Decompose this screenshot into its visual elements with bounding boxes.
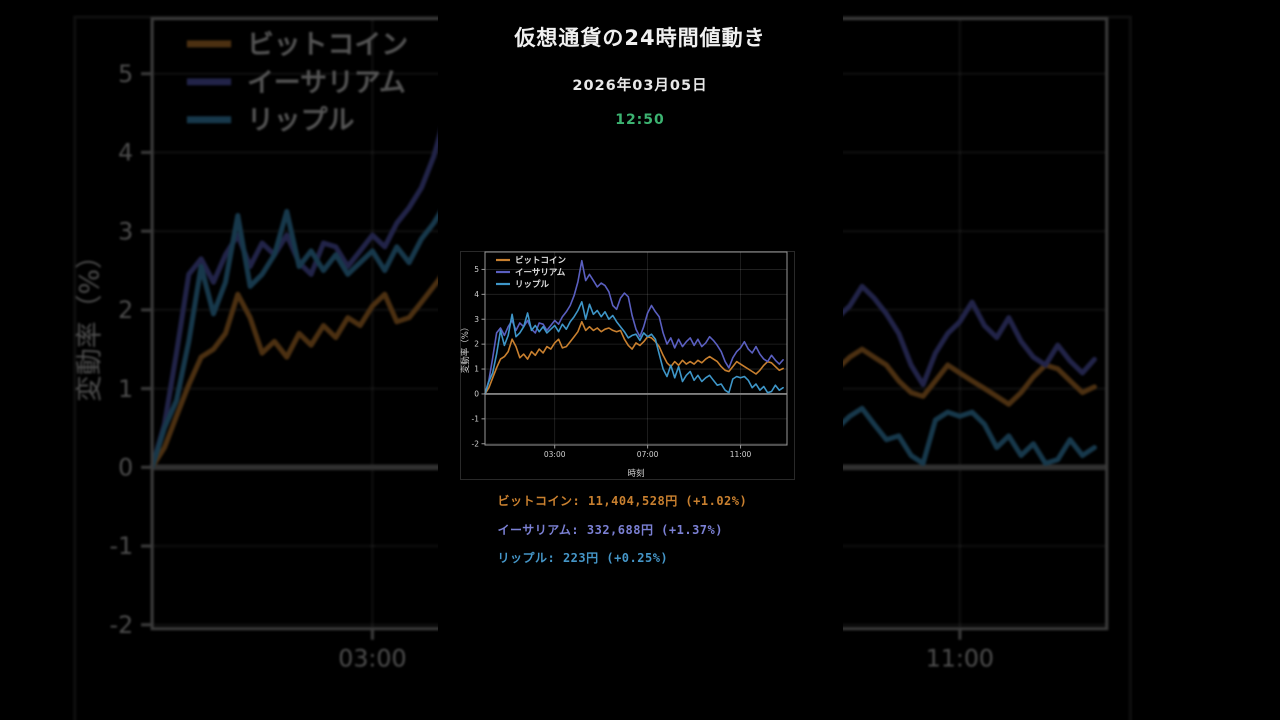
svg-text:変動率（%）: 変動率（%）: [460, 323, 471, 374]
svg-text:03:00: 03:00: [336, 645, 404, 673]
svg-text:03:00: 03:00: [544, 450, 566, 459]
svg-text:変動率（%）: 変動率（%）: [72, 242, 103, 402]
ethereum-price-line: イーサリアム: 332,688円 (+1.37%): [497, 523, 723, 537]
svg-text:ビットコイン: ビットコイン: [245, 29, 406, 60]
svg-text:1: 1: [474, 365, 479, 374]
svg-text:4: 4: [474, 290, 479, 299]
svg-text:4: 4: [116, 139, 131, 167]
svg-text:2: 2: [474, 340, 479, 349]
svg-text:-2: -2: [107, 611, 131, 639]
svg-text:5: 5: [474, 265, 479, 274]
page-title: 仮想通貨の24時間値動き: [514, 26, 766, 50]
svg-text:11:00: 11:00: [730, 450, 752, 459]
svg-text:0: 0: [474, 390, 479, 399]
shorts-content-column: 仮想通貨の24時間値動き 2026年03月05日 12:50 -2 -1 0 1 2 3 4…: [437, 0, 843, 720]
svg-text:07:00: 07:00: [637, 450, 659, 459]
svg-text:0: 0: [116, 454, 131, 482]
svg-text:2: 2: [116, 296, 131, 324]
svg-text:-1: -1: [472, 414, 480, 423]
svg-text:時刻: 時刻: [627, 468, 644, 479]
bitcoin-price-line: ビットコイン: 11,404,528円 (+1.02%): [497, 494, 748, 508]
svg-text:イーサリアム: イーサリアム: [245, 67, 404, 98]
svg-text:リップル: リップル: [245, 105, 353, 136]
svg-text:3: 3: [116, 217, 131, 245]
svg-text:-1: -1: [107, 532, 131, 560]
time-label: 12:50: [615, 112, 665, 128]
ripple-price-line: リップル: 223円 (+0.25%): [497, 551, 669, 565]
svg-text:-2: -2: [472, 439, 480, 448]
svg-text:11:00: 11:00: [924, 645, 992, 673]
svg-text:ビットコイン: ビットコイン: [515, 255, 567, 266]
svg-text:1: 1: [116, 375, 131, 403]
svg-text:イーサリアム: イーサリアム: [515, 268, 566, 278]
svg-text:リップル: リップル: [515, 279, 550, 290]
price-chart: -2 -1 0 1 2 3 4 5 03:00 07:00 11:00 時刻 変動率（%） ビットコインイ…: [460, 251, 795, 480]
price-chart-svg: -2 -1 0 1 2 3 4 5 03:00 07:00 11:00 時刻 変動率（%） ビットコインイ…: [460, 251, 795, 480]
svg-text:5: 5: [116, 60, 131, 88]
date-label: 2026年03月05日: [572, 78, 708, 94]
svg-text:3: 3: [474, 315, 479, 324]
